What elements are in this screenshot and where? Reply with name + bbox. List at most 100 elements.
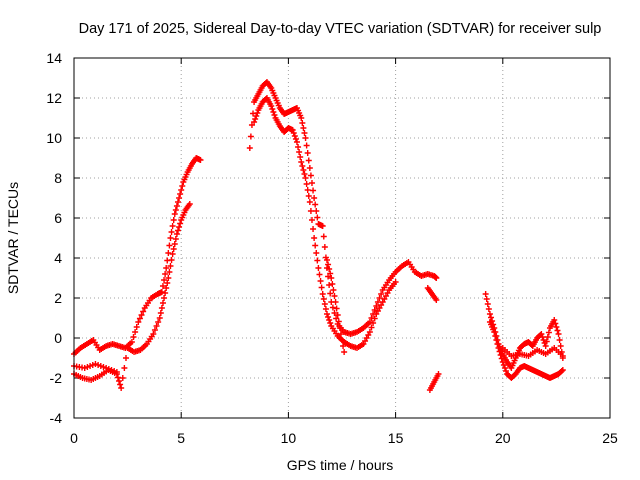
data-point-interp: [543, 338, 550, 345]
data-point-interp: [321, 244, 328, 250]
data-point-interp: [320, 233, 327, 240]
data-point-interp: [312, 242, 319, 249]
grid: [74, 58, 610, 418]
data-point-interp: [321, 301, 328, 307]
data-point-interp: [334, 312, 341, 318]
y-tick-label: 2: [54, 290, 62, 306]
data-point-interp: [492, 333, 499, 339]
data-point-interp: [498, 355, 505, 362]
data-point: [156, 315, 163, 321]
x-axis-label: GPS time / hours: [287, 457, 394, 473]
data-point: [246, 145, 253, 151]
data-point-interp: [329, 281, 336, 287]
data-point-interp: [316, 271, 323, 278]
data-point-interp: [322, 306, 329, 312]
y-tick-label: 6: [54, 210, 62, 226]
data-point-interp: [179, 183, 186, 189]
data-point: [433, 297, 440, 303]
data-point: [173, 231, 180, 237]
y-axis-label: SDTVAR / TECUs: [5, 182, 21, 294]
data-point: [289, 127, 296, 133]
data-point-interp: [545, 329, 552, 336]
data-point-interp: [164, 280, 171, 286]
data-point-interp: [556, 337, 563, 343]
data-point-interp: [253, 113, 260, 119]
data-point: [542, 343, 549, 349]
data-point-interp: [116, 378, 123, 384]
data-point-interp: [136, 315, 143, 322]
axis-ticks: 0 5 10 15 20 25 -4 -2 0 2 4 6 8 10 12 14: [46, 50, 618, 446]
data-point-interp: [326, 282, 333, 288]
data-point-interp: [168, 257, 175, 263]
plot-frame: [73, 57, 611, 419]
data-point-interp: [378, 291, 385, 297]
data-point: [486, 311, 493, 317]
data-point-interp: [303, 181, 310, 187]
data-point-interp: [296, 149, 303, 155]
data-point-interp: [310, 226, 317, 232]
data-point-interp: [177, 191, 184, 197]
data-point: [555, 331, 562, 337]
data-point-interp: [151, 327, 158, 333]
data-point-interp: [172, 207, 179, 213]
data-point-interp: [314, 214, 321, 221]
data-point: [551, 317, 558, 323]
x-tick-label: 10: [281, 430, 297, 446]
data-point: [169, 251, 176, 257]
data-point-interp: [539, 334, 546, 340]
data-point-interp: [329, 304, 336, 311]
data-point-interp: [313, 250, 320, 256]
data-point-interp: [119, 375, 126, 381]
data-point-interp: [484, 301, 491, 307]
data-point: [163, 265, 170, 271]
data-point-interp: [300, 125, 307, 131]
data-point-interp: [170, 217, 177, 223]
data-point-interp: [326, 266, 333, 272]
data-point-interp: [166, 269, 173, 275]
data-point-interp: [308, 180, 315, 186]
data-point-interp: [313, 208, 320, 214]
data-point-interp: [544, 334, 551, 340]
data-point: [373, 303, 380, 309]
data-point: [482, 291, 489, 297]
data-point-interp: [167, 263, 174, 269]
data-point-interp: [174, 227, 181, 234]
data-point-interp: [121, 365, 128, 371]
data-point-interp: [301, 130, 308, 136]
data-point: [499, 359, 506, 365]
y-tick-label: -2: [50, 370, 63, 386]
data-point-interp: [269, 106, 276, 112]
data-point: [171, 211, 178, 217]
data-point-interp: [310, 187, 317, 194]
data-point-interp: [320, 296, 327, 302]
data-point-interp: [485, 306, 492, 312]
data-point: [268, 103, 275, 109]
data-point: [323, 311, 330, 317]
data-point-interp: [159, 283, 166, 289]
data-point: [336, 325, 343, 331]
x-tick-label: 25: [602, 430, 618, 446]
data-point-interp: [339, 337, 345, 343]
data-point-interp: [174, 199, 181, 205]
data-point-interp: [295, 144, 302, 150]
data-point: [306, 199, 313, 205]
data-point-interp: [173, 203, 180, 209]
data-point: [293, 139, 300, 145]
data-point-interp: [130, 334, 137, 340]
y-tick-label: 10: [46, 130, 62, 146]
data-point-interp: [307, 208, 314, 214]
x-tick-label: 5: [177, 430, 185, 446]
data-point-interp: [553, 324, 560, 330]
data-point-interp: [297, 154, 304, 160]
data-point-interp: [304, 150, 311, 156]
data-point-interp: [157, 310, 164, 316]
data-point-interp: [493, 337, 500, 343]
x-tick-label: 20: [495, 430, 511, 446]
data-point-interp: [301, 171, 308, 177]
y-tick-label: 4: [54, 250, 62, 266]
data-point: [538, 331, 545, 337]
data-point: [165, 275, 172, 281]
data-point-interp: [325, 314, 332, 320]
data-point-interp: [162, 271, 169, 277]
